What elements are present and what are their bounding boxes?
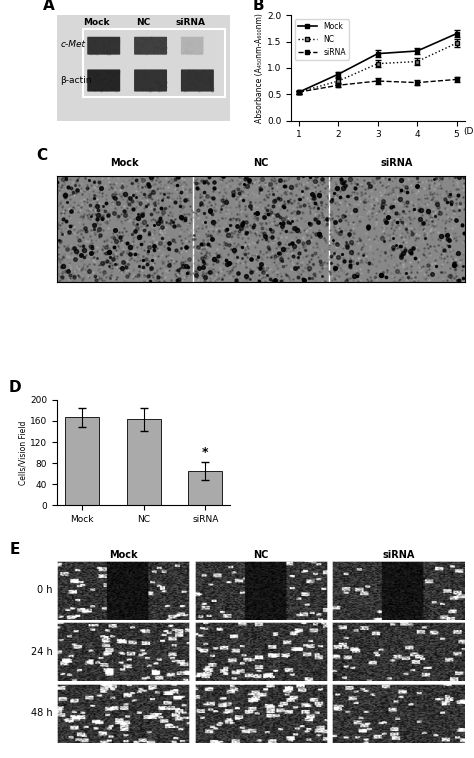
FancyBboxPatch shape: [181, 70, 214, 92]
Title: siRNA: siRNA: [382, 550, 415, 560]
Y-axis label: Cells/Vision Field: Cells/Vision Field: [18, 421, 27, 484]
Text: Mock: Mock: [83, 18, 110, 27]
Text: D: D: [9, 380, 21, 395]
Title: NC: NC: [253, 550, 268, 560]
FancyBboxPatch shape: [181, 36, 203, 55]
Text: A: A: [43, 0, 55, 13]
X-axis label: (Days): (Days): [464, 127, 474, 136]
Y-axis label: 24 h: 24 h: [31, 647, 53, 657]
Text: C: C: [36, 149, 47, 164]
Bar: [65, 417, 99, 506]
Text: B: B: [253, 0, 264, 13]
Text: NC: NC: [253, 158, 268, 168]
Text: β-actin: β-actin: [60, 76, 92, 85]
Y-axis label: Absorbance (A₄₅₀nm-A₆₀₀nm): Absorbance (A₄₅₀nm-A₆₀₀nm): [255, 13, 264, 123]
Text: siRNA: siRNA: [381, 158, 413, 168]
FancyBboxPatch shape: [87, 70, 120, 92]
Text: Mock: Mock: [110, 158, 139, 168]
Text: c-Met: c-Met: [60, 40, 85, 49]
Title: Mock: Mock: [109, 550, 137, 560]
FancyBboxPatch shape: [87, 36, 120, 55]
Y-axis label: 48 h: 48 h: [31, 708, 53, 719]
Bar: [127, 419, 161, 506]
Text: E: E: [9, 542, 20, 557]
Y-axis label: 0 h: 0 h: [37, 585, 53, 595]
Text: siRNA: siRNA: [175, 18, 205, 27]
Text: NC: NC: [137, 18, 151, 27]
Legend: Mock, NC, siRNA: Mock, NC, siRNA: [295, 19, 349, 60]
FancyBboxPatch shape: [134, 70, 167, 92]
Text: *: *: [202, 446, 209, 459]
Bar: [189, 471, 222, 506]
FancyBboxPatch shape: [134, 36, 167, 55]
